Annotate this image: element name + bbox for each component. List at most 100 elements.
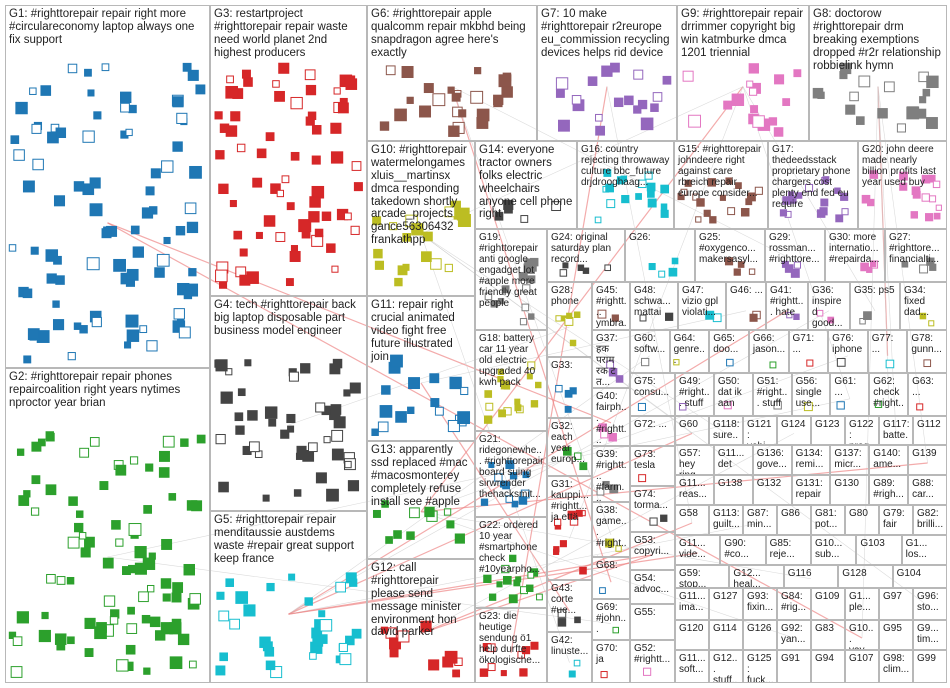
group-label: G72: ... xyxy=(634,419,667,430)
node xyxy=(234,412,244,422)
group-box: G11... vide... xyxy=(675,535,721,565)
node xyxy=(344,75,356,86)
node xyxy=(827,316,835,324)
node xyxy=(447,86,455,94)
group-label: G12... heal... xyxy=(733,568,761,588)
node xyxy=(265,660,276,671)
group-label: G22: ordered 10 year #smartphone check #… xyxy=(479,520,541,575)
group-label: G42: linuste... xyxy=(551,635,589,657)
node xyxy=(31,475,41,485)
group-label: G65: doo... xyxy=(713,333,739,355)
group-label: G54: advoc... xyxy=(634,573,670,595)
group-label: G77: ... xyxy=(871,333,894,355)
group-box: G28: phone xyxy=(547,282,592,357)
group-label: G88: car... xyxy=(912,478,934,500)
group-label: G20: john deere made nearly billion prof… xyxy=(862,144,936,188)
node xyxy=(101,228,112,239)
group-label: G91 xyxy=(781,653,800,664)
node xyxy=(311,155,321,165)
node xyxy=(748,268,756,275)
node xyxy=(678,403,687,411)
node xyxy=(606,360,615,369)
node xyxy=(598,423,607,432)
node xyxy=(527,275,536,284)
node xyxy=(338,642,348,652)
node xyxy=(640,117,654,131)
node xyxy=(22,180,35,193)
node xyxy=(10,666,23,678)
node xyxy=(373,248,383,259)
node xyxy=(80,547,91,558)
node xyxy=(146,584,155,593)
node xyxy=(381,500,389,508)
node xyxy=(923,359,932,368)
node xyxy=(309,196,321,208)
node xyxy=(218,610,230,622)
node xyxy=(30,507,40,516)
node xyxy=(703,209,711,217)
node xyxy=(912,190,921,199)
group-label: G86 xyxy=(781,508,800,519)
node xyxy=(819,207,828,216)
node xyxy=(141,207,154,219)
node xyxy=(502,576,512,585)
group-label: G27: #righttore... financialti... xyxy=(889,232,940,265)
node xyxy=(641,357,650,367)
group-label: G23: die heutige sendung ö1 help durfte … xyxy=(479,611,541,666)
node xyxy=(503,199,514,210)
node xyxy=(150,168,161,179)
node xyxy=(74,522,84,533)
node xyxy=(484,292,493,301)
node xyxy=(563,446,572,456)
node xyxy=(595,113,603,122)
node xyxy=(420,620,432,632)
group-box: G54: advoc... xyxy=(630,570,675,604)
group-label: G140: ame... xyxy=(873,448,902,470)
node xyxy=(705,310,715,320)
group-label: G25: #oxygenco... makersasyl... xyxy=(699,232,758,265)
node xyxy=(517,651,526,659)
node xyxy=(189,165,202,179)
node xyxy=(637,402,646,412)
node xyxy=(452,669,461,678)
node xyxy=(662,75,672,85)
node xyxy=(154,630,166,641)
group-box: G47: vizio gpl violati... xyxy=(678,282,726,330)
group-box: G90: #co... xyxy=(720,535,766,565)
node xyxy=(27,328,40,340)
group-box: G80 xyxy=(845,505,879,535)
node xyxy=(502,72,512,82)
node xyxy=(488,461,495,468)
group-box: G8: doctorow #righttorepair drm breaking… xyxy=(809,5,947,141)
group-box: G16: country rejecting throwaway culture… xyxy=(577,141,674,229)
node xyxy=(527,571,535,579)
node xyxy=(40,85,52,96)
group-box: G107 xyxy=(845,650,879,683)
node xyxy=(89,177,101,189)
node xyxy=(840,192,849,201)
node xyxy=(156,253,170,267)
node xyxy=(573,659,581,667)
node xyxy=(67,352,76,361)
node xyxy=(402,233,412,242)
node xyxy=(220,391,233,404)
node xyxy=(264,406,278,419)
node xyxy=(782,98,791,106)
group-box: G70: ja xyxy=(592,640,630,683)
node xyxy=(750,105,759,114)
group-box: G136: gove... xyxy=(752,445,792,475)
group-box: G11... soft... xyxy=(675,650,709,683)
node xyxy=(67,636,75,645)
node xyxy=(901,260,909,268)
node xyxy=(921,174,931,184)
group-box: G24: original saturday plan record... xyxy=(547,229,625,282)
node xyxy=(490,299,499,308)
edge xyxy=(288,310,830,615)
node xyxy=(447,419,460,433)
node xyxy=(637,99,648,110)
node xyxy=(394,277,403,287)
node xyxy=(643,667,652,676)
group-label: G63: ... xyxy=(912,376,934,398)
node xyxy=(524,259,534,269)
node xyxy=(272,80,280,88)
